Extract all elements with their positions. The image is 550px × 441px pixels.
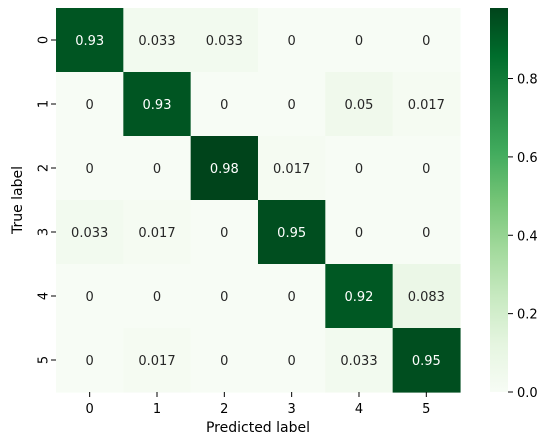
cell-value-label: 0 <box>422 226 430 241</box>
heatmap-cell <box>123 264 192 329</box>
cell-value-label: 0 <box>288 34 296 49</box>
x-tick-label: 4 <box>355 402 363 417</box>
heatmap-cell-labels: 0.93 0.033 0.033 0 0 0 0 0.93 0 0 0.05 0.017 0 0 0.98 0… <box>71 34 445 369</box>
cell-value-label: 0 <box>355 162 363 177</box>
heatmap-cell <box>392 136 461 201</box>
heatmap-cell <box>392 328 461 393</box>
x-tick-label: 3 <box>288 402 296 417</box>
x-tick-label: 1 <box>153 402 161 417</box>
heatmap-cell <box>325 264 394 329</box>
x-axis-label: Predicted label <box>206 420 310 436</box>
cell-value-label: 0 <box>220 290 228 305</box>
y-tick-label: 5 <box>37 356 52 364</box>
cell-value-label: 0 <box>86 290 94 305</box>
cell-value-label: 0.92 <box>345 290 374 305</box>
cell-value-label: 0.05 <box>345 98 374 113</box>
colorbar-ticks: 0.0 0.2 0.4 0.6 0.8 <box>508 73 538 401</box>
x-tick-label: 5 <box>422 402 430 417</box>
x-tick-label: 0 <box>86 402 94 417</box>
heatmap-cells <box>56 8 461 393</box>
heatmap-cell <box>56 264 124 329</box>
cell-value-label: 0 <box>288 290 296 305</box>
heatmap-cell <box>123 328 192 393</box>
cell-value-label: 0 <box>422 34 430 49</box>
cell-value-label: 0 <box>422 162 430 177</box>
heatmap-cell <box>123 8 192 73</box>
heatmap-cell <box>257 328 326 393</box>
heatmap-cell <box>257 72 326 137</box>
colorbar-tick-label: 0.4 <box>517 229 538 244</box>
heatmap-cell <box>56 200 124 265</box>
colorbar-tick-label: 0.2 <box>517 308 538 323</box>
cell-value-label: 0 <box>220 354 228 369</box>
colorbar-tick-label: 0.6 <box>517 151 538 166</box>
heatmap-cell <box>190 72 259 137</box>
heatmap-cell <box>257 200 326 265</box>
cell-value-label: 0.98 <box>210 162 239 177</box>
cell-value-label: 0 <box>355 226 363 241</box>
cell-value-label: 0.033 <box>340 354 377 369</box>
cell-value-label: 0 <box>220 226 228 241</box>
cell-value-label: 0.93 <box>143 98 172 113</box>
heatmap-cell <box>190 264 259 329</box>
cell-value-label: 0 <box>355 34 363 49</box>
heatmap-cell <box>56 136 124 201</box>
colorbar-tick-label: 0.0 <box>517 386 538 401</box>
cell-value-label: 0.017 <box>408 98 445 113</box>
cell-value-label: 0 <box>288 98 296 113</box>
cell-value-label: 0 <box>86 354 94 369</box>
cell-value-label: 0.017 <box>138 226 175 241</box>
heatmap-cell <box>325 200 394 265</box>
heatmap-cell <box>190 136 259 201</box>
heatmap-cell <box>257 8 326 73</box>
y-tick-label: 4 <box>37 292 52 300</box>
colorbar <box>490 8 508 392</box>
heatmap-cell <box>56 8 124 73</box>
y-tick-label: 1 <box>37 100 52 108</box>
heatmap-cell <box>392 264 461 329</box>
heatmap-cell <box>325 72 394 137</box>
y-tick-label: 2 <box>37 164 52 172</box>
heatmap-cell <box>325 8 394 73</box>
heatmap-cell <box>257 264 326 329</box>
cell-value-label: 0.033 <box>71 226 108 241</box>
cell-value-label: 0.93 <box>75 34 104 49</box>
heatmap-cell <box>325 136 394 201</box>
heatmap-cell <box>190 200 259 265</box>
cell-value-label: 0.033 <box>206 34 243 49</box>
y-axis-ticks: 0 1 2 3 4 5 <box>37 36 56 364</box>
heatmap-cell <box>123 136 192 201</box>
cell-value-label: 0.083 <box>408 290 445 305</box>
heatmap-cell <box>325 328 394 393</box>
heatmap-cell <box>257 136 326 201</box>
cell-value-label: 0 <box>86 98 94 113</box>
colorbar-tick-label: 0.8 <box>517 73 538 88</box>
cell-value-label: 0 <box>220 98 228 113</box>
y-axis-label: True label <box>10 166 26 235</box>
heatmap-cell <box>56 72 124 137</box>
cell-value-label: 0.033 <box>138 34 175 49</box>
x-axis-ticks: 0 1 2 3 4 5 <box>86 392 430 417</box>
heatmap-cell <box>392 72 461 137</box>
cell-value-label: 0 <box>86 162 94 177</box>
heatmap-cell <box>56 328 124 393</box>
cell-value-label: 0.017 <box>138 354 175 369</box>
heatmap-cell <box>392 200 461 265</box>
cell-value-label: 0.95 <box>412 354 441 369</box>
cell-value-label: 0.017 <box>273 162 310 177</box>
cell-value-label: 0 <box>288 354 296 369</box>
y-tick-label: 0 <box>37 36 52 44</box>
heatmap-cell <box>123 72 192 137</box>
cell-value-label: 0 <box>153 162 161 177</box>
cell-value-label: 0 <box>153 290 161 305</box>
heatmap-cell <box>123 200 192 265</box>
heatmap-cell <box>392 8 461 73</box>
heatmap-cell <box>190 8 259 73</box>
cell-value-label: 0.95 <box>277 226 306 241</box>
x-tick-label: 2 <box>220 402 228 417</box>
heatmap-cell <box>190 328 259 393</box>
y-tick-label: 3 <box>37 228 52 236</box>
